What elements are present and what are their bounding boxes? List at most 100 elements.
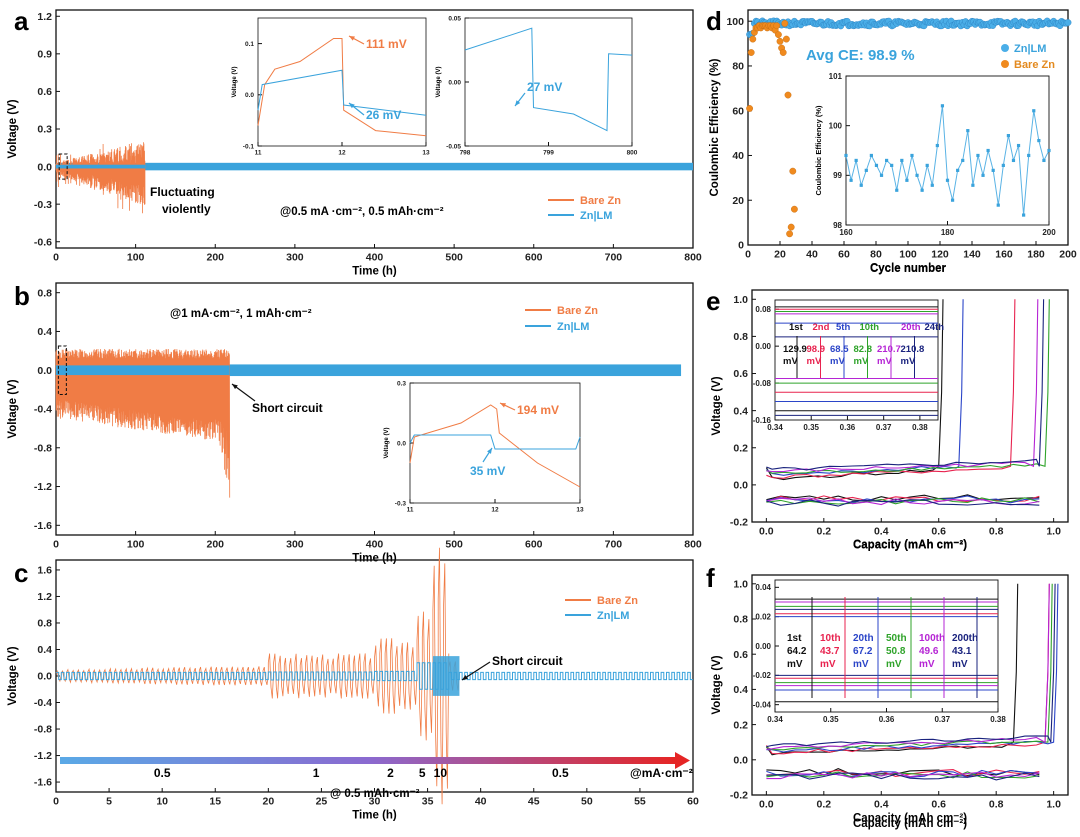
y-axis-label: Voltage (V) [711,376,723,435]
y-tick-label: 0.0 [37,365,52,377]
x-tick-label: 700 [605,539,623,551]
annotation-condition: @ 0.5 mAh·cm⁻² [330,788,420,800]
inset-unit-label: mV [919,659,935,670]
x-tick-label: 45 [528,796,540,808]
x-tick-label: 0.38 [990,715,1006,724]
x-tick-label: 50 [581,796,593,808]
x-tick-label: 0.4 [874,526,889,538]
inset-point [1037,138,1041,143]
bare-zn-point [791,205,798,213]
y-tick-label: 1.2 [37,11,52,23]
inset-cycle-label: 100th [919,633,945,644]
y-tick-label: -1.6 [34,777,52,789]
y-tick-label: 98 [833,221,842,230]
x-tick-label: 0 [745,249,751,261]
x-tick-label: 800 [627,150,638,157]
x-tick-label: 0.37 [876,423,892,432]
rate-label: 0.5 [552,766,569,780]
x-tick-label: 100 [127,252,145,264]
inset-point [1022,213,1026,217]
x-tick-label: 798 [460,150,471,157]
x-tick-label: 13 [576,507,584,514]
inset-point [1042,158,1046,163]
y-tick-label: 0.0 [733,480,748,492]
x-tick-label: 1.0 [1046,526,1061,538]
y-tick-label: -0.2 [730,790,748,802]
inset-cycle-label: 5th [836,322,850,333]
inset-point [849,178,853,182]
y-tick-label: 0.3 [397,380,406,387]
discharge-curve-50th [766,771,1040,779]
discharge-curve-10th [766,497,1040,505]
rate-label: 2 [387,766,394,780]
inset-point [945,178,950,182]
discharge-curve-1st [766,767,1040,776]
inset-unit-label: mV [901,356,916,367]
inset-point [890,163,894,167]
inset-lm-trace [409,434,581,450]
inset-value-label: 49.6 [919,646,939,657]
y-tick-label: 0.0 [733,754,748,766]
inset-value-label: 68.5 [830,344,849,355]
x-tick-label: 40 [475,796,487,808]
znlm-point [1064,19,1072,26]
x-tick-label: 35 [422,796,434,808]
bare-zn-point [746,105,753,112]
inset-unit-label: mV [854,356,869,367]
y-tick-label: -0.8 [34,442,52,454]
znlm-trace [56,662,693,690]
x-tick-label: 180 [1027,249,1045,261]
y-tick-label: 0.4 [37,644,52,656]
bare-zn-point [781,20,789,27]
inset-arrow-lm-head [487,448,492,454]
y-axis-label: Voltage (V) [436,67,442,98]
rate-label: 10 [434,766,448,780]
y-tick-label: 100 [726,16,744,28]
x-tick-label: 200 [1059,249,1077,261]
y-tick-label: -0.16 [753,416,772,425]
y-tick-label: 60 [732,105,744,117]
rate-arrow-head [675,752,690,769]
inset-unit-label: mV [952,659,968,670]
y-axis-label: Voltage (V) [7,646,19,705]
x-tick-label: 300 [286,539,304,551]
inset-cycle-label: 50th [886,633,907,644]
y-tick-label: 0.1 [245,41,254,48]
x-tick-label: 0.35 [803,423,819,432]
x-tick-label: 0.36 [840,423,856,432]
inset-unit-label: mV [783,356,798,367]
bare-zn-point [789,167,797,175]
inset-bg [775,300,938,420]
x-axis-label-f: Capacity (mAh cm⁻²) [853,818,967,830]
y-tick-label: 101 [829,72,843,81]
short-circuit-arrow-head [462,675,468,680]
inset-cycle-label: 20th [901,322,921,333]
x-axis-label-e: Capacity (mAh cm⁻²) [853,539,967,551]
bare-zn-point [776,37,784,45]
bare-zn-point [747,49,755,56]
y-tick-label: 0.2 [733,442,748,454]
inset-point [895,188,899,192]
inset-cycle-label: 1st [787,633,802,644]
charge-curve-24th [766,299,1045,471]
x-tick-label: 0.6 [931,799,946,811]
panel-label-d: d [706,6,722,36]
x-tick-label: 0.4 [874,799,889,811]
znlm-band [56,364,682,377]
inset-point [1001,163,1005,167]
znlm-overlay [56,365,230,376]
x-axis-label: Capacity (mAh cm⁻²) [853,813,967,825]
bare-zn-point [783,35,790,43]
x-tick-label: 0.35 [823,715,839,724]
inset-point [905,178,909,182]
inset-point [859,183,863,187]
x-tick-label: 800 [684,539,702,551]
x-axis-label: Time (h) [352,553,397,565]
x-axis-label: Capacity (mAh cm⁻²) [853,540,967,552]
legend-bare-label: Bare Zn [1014,59,1055,71]
legend-lm-label: Zn|LM [597,610,629,622]
plot-frame [751,289,1069,523]
inset-point [1027,153,1031,158]
bare-zn-point [749,35,757,43]
inset-value-label: 210.7 [877,344,901,355]
